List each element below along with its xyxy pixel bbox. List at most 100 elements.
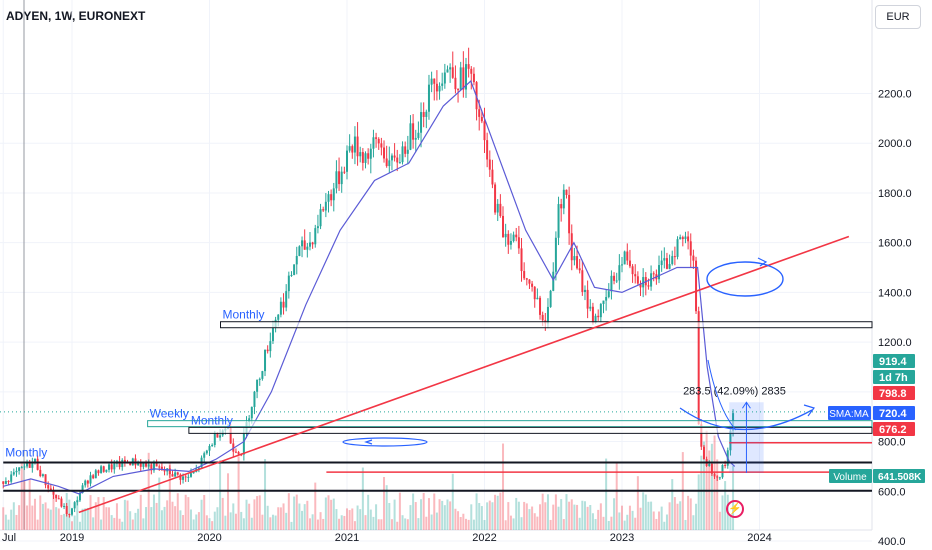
volume-bar (380, 519, 383, 530)
volume-bar (602, 516, 605, 530)
candle-body (494, 184, 497, 213)
candle-body (404, 146, 407, 154)
volume-bar (15, 514, 18, 530)
volume-bar (430, 514, 433, 530)
y-tick-label: 1400.0 (878, 287, 912, 299)
volume-bar (308, 518, 311, 530)
candle-body (211, 444, 214, 446)
volume-bar (31, 505, 34, 530)
candle-body (496, 203, 499, 213)
volume-bar (684, 519, 687, 530)
volume-bar (623, 520, 626, 530)
candle-body (420, 112, 423, 133)
candle-body (65, 505, 68, 515)
candle-body (406, 149, 409, 154)
candle-body (631, 266, 634, 275)
volume-bar (44, 502, 47, 530)
volume-bar (679, 501, 682, 530)
candle-body (31, 462, 34, 468)
candle-body (279, 301, 282, 315)
y-tick-label: 2200.0 (878, 89, 912, 101)
volume-bar (229, 512, 232, 530)
candle-body (533, 286, 536, 300)
volume-bar (76, 499, 79, 530)
candle-body (182, 476, 185, 480)
annotation-arrowhead (364, 439, 373, 445)
volume-bar (724, 481, 727, 530)
candle-body (412, 123, 415, 140)
chart-title: ADYEN, 1W, EURONEXT (6, 9, 146, 23)
candle-body (84, 480, 87, 486)
candle-body (454, 77, 457, 90)
candle-body (634, 274, 637, 277)
candle-body (414, 137, 417, 140)
volume-bar (475, 493, 478, 530)
candle-body (271, 327, 274, 342)
volume-bar (467, 519, 470, 530)
candle-body (502, 215, 505, 238)
volume-bar (658, 511, 661, 530)
candle-body (158, 466, 161, 468)
volume-bar (383, 476, 386, 530)
volume-bar (73, 515, 76, 530)
candle-body (430, 78, 433, 85)
candle-body (377, 138, 380, 144)
volume-label: Volume (833, 472, 867, 483)
volume-bar (174, 506, 177, 530)
candle-body (507, 233, 510, 245)
volume-bar (705, 430, 708, 530)
volume-bar (377, 519, 380, 530)
y-tick-label: 1800.0 (878, 188, 912, 200)
sma-label-box (828, 406, 871, 420)
volume-bar (322, 518, 325, 530)
volume-bar (470, 504, 473, 530)
candle-body (269, 341, 272, 352)
volume-bar (71, 521, 73, 530)
volume-bar (570, 499, 573, 530)
candle-body (652, 273, 655, 275)
volume-bar (187, 497, 190, 530)
volume-bar (647, 501, 650, 530)
candle-body (385, 158, 388, 167)
candle-body (57, 498, 60, 500)
candle-body (23, 466, 26, 468)
volume-bar (375, 504, 378, 530)
volume-bar (613, 498, 616, 530)
candle-body (256, 379, 259, 392)
volume-bar (509, 515, 512, 530)
candle-body (86, 480, 89, 484)
candle-body (597, 315, 600, 318)
candle-body (261, 371, 264, 379)
candle-body (557, 204, 560, 238)
candle-body (388, 160, 391, 167)
volume-bar (499, 492, 502, 530)
candle-body (639, 283, 642, 288)
volume-bar (335, 509, 338, 530)
candle-body (586, 289, 589, 309)
volume-bar (155, 502, 158, 530)
candle-body (213, 433, 216, 445)
candle-body (52, 490, 55, 495)
candle-body (583, 289, 586, 292)
volume-bar (134, 512, 137, 530)
volume-bar (412, 493, 415, 530)
candle-body (380, 143, 383, 148)
volume-bar (168, 461, 171, 530)
candle-body (716, 476, 719, 478)
volume-bar (676, 503, 679, 530)
candle-body (523, 271, 526, 279)
candle-body (710, 463, 713, 474)
candle-body (68, 514, 71, 516)
candle-body (308, 242, 311, 247)
volume-bar (324, 497, 327, 530)
volume-bar (18, 505, 21, 530)
candle-body (427, 84, 430, 112)
candle-body (293, 264, 296, 275)
lightning-icon[interactable]: ⚡ (726, 500, 744, 518)
volume-bar (369, 509, 372, 530)
candle-body (81, 485, 84, 493)
volume-bar (536, 516, 539, 530)
currency-button[interactable]: EUR (875, 5, 921, 29)
candle-body (203, 453, 206, 458)
